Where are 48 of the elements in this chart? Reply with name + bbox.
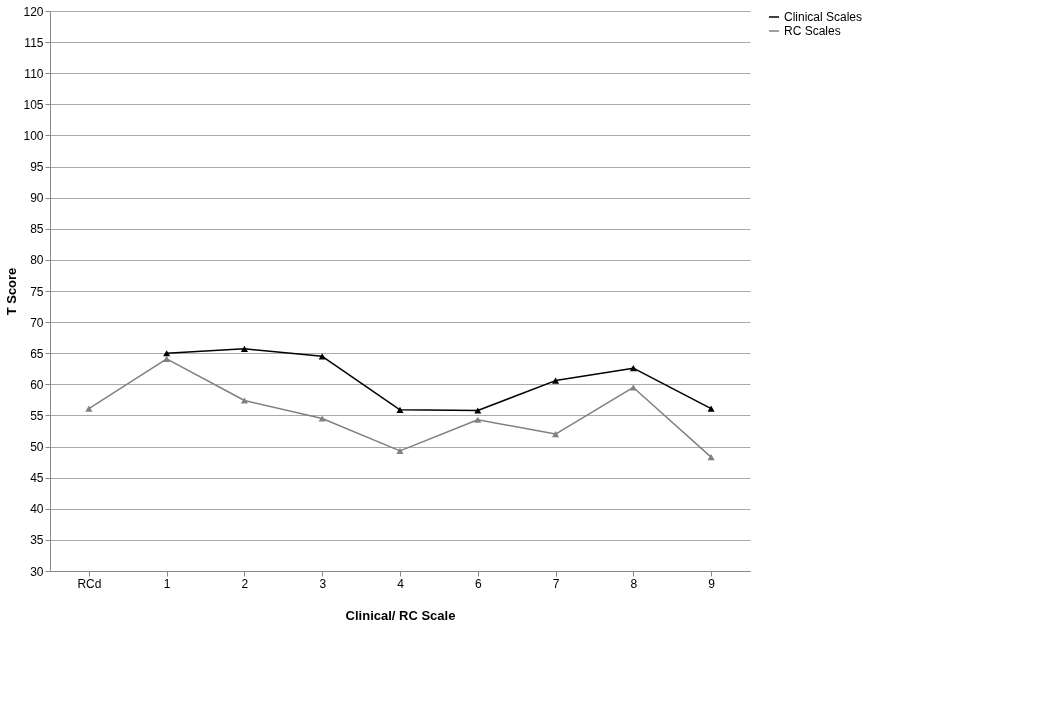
y-tick-label: 55: [30, 408, 44, 423]
x-tick-label: 9: [708, 576, 716, 591]
point: [707, 405, 715, 412]
point: [552, 377, 560, 384]
y-tick-label: 120: [23, 4, 44, 19]
point: [240, 397, 248, 404]
y-tick-label: 90: [30, 191, 44, 206]
point: [240, 345, 248, 352]
legend-label: RC Scales: [784, 24, 841, 38]
point: [629, 384, 637, 391]
y-tick-label: 70: [30, 315, 44, 330]
y-tick-label: 30: [30, 564, 44, 579]
point: [85, 405, 93, 412]
y-tick-label: 110: [24, 66, 44, 81]
point: [629, 365, 637, 372]
point: [707, 454, 715, 461]
x-axis-title: Clinical/ RC Scale: [345, 607, 456, 623]
point: [396, 406, 404, 413]
y-tick-label: 40: [30, 502, 44, 517]
x-tick-label: 7: [552, 576, 560, 591]
y-axis-title: T Score: [4, 267, 20, 316]
x-tick-label: RCd: [77, 576, 102, 591]
y-tick-label: 75: [30, 284, 44, 299]
x-tick-label: 2: [241, 576, 249, 591]
y-tick-label: 35: [30, 533, 44, 548]
y-tick-label: 105: [23, 97, 44, 112]
legend-label: Clinical Scales: [784, 10, 863, 24]
point: [474, 416, 482, 423]
y-tick-label: 50: [30, 440, 44, 455]
point: [474, 407, 482, 414]
y-tick-label: 65: [30, 346, 44, 361]
y-tick-label: 100: [23, 128, 44, 143]
x-tick-label: 6: [474, 576, 482, 591]
y-tick-label: 60: [30, 377, 44, 392]
point: [318, 415, 326, 422]
x-tick-label: 3: [319, 576, 327, 591]
y-tick-label: 80: [30, 253, 44, 268]
x-tick-label: 8: [630, 576, 638, 591]
point: [163, 355, 171, 362]
point: [396, 447, 404, 454]
y-tick-label: 85: [30, 222, 44, 237]
y-tick-label: 45: [30, 471, 44, 486]
x-tick-label: 4: [397, 576, 405, 591]
point: [552, 431, 560, 438]
point: [163, 350, 171, 357]
x-tick-label: 1: [163, 576, 171, 591]
y-tick-label: 95: [30, 160, 44, 175]
y-tick-label: 115: [24, 35, 44, 50]
